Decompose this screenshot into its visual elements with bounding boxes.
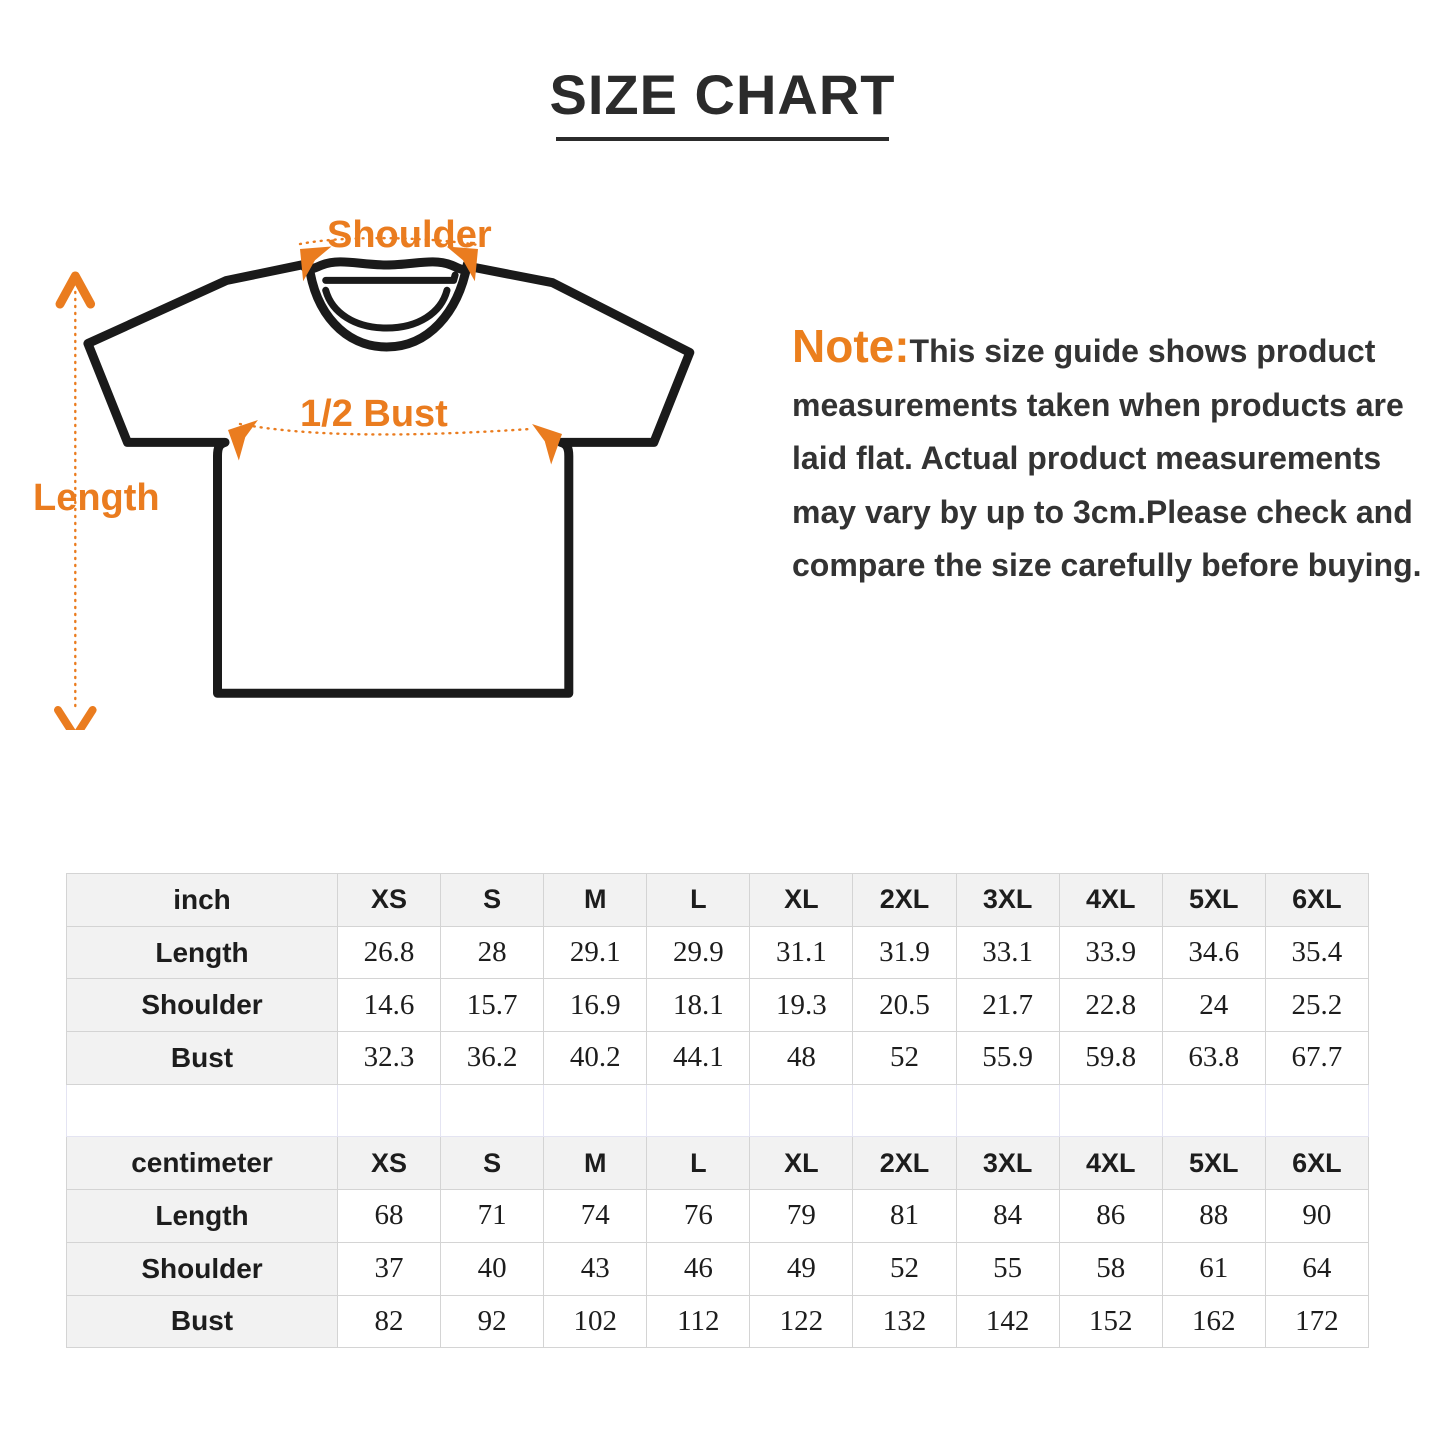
svg-text:Length: Length [33,477,160,519]
svg-text:1/2 Bust: 1/2 Bust [300,393,448,435]
